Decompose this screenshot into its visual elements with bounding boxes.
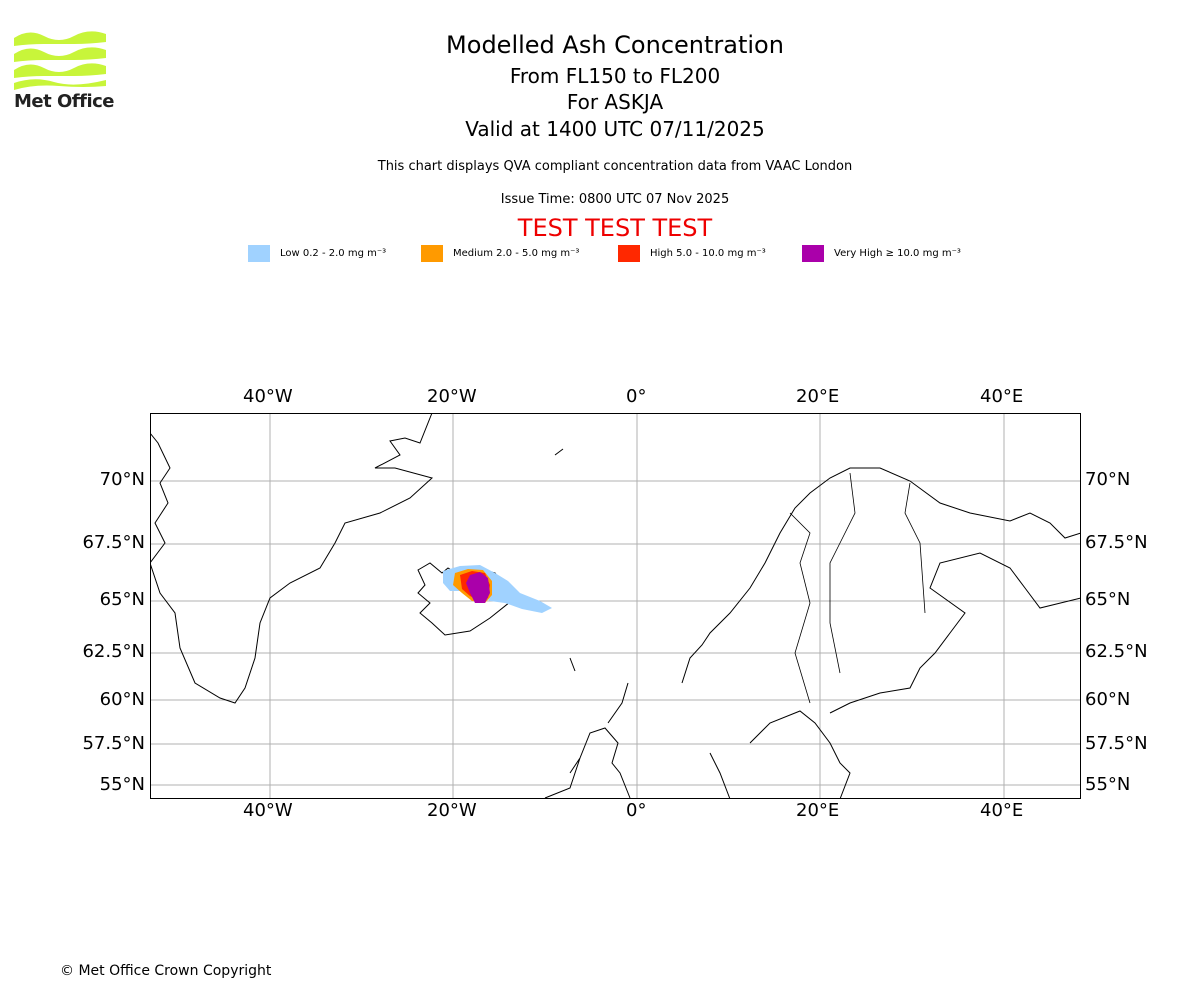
lat-tick-left: 55°N xyxy=(99,774,145,795)
lon-tick-top: 0° xyxy=(626,386,647,407)
lon-tick-bottom: 20°E xyxy=(796,800,840,821)
lat-tick-right: 55°N xyxy=(1085,774,1131,795)
lat-tick-right: 65°N xyxy=(1085,589,1131,610)
lat-tick-left: 62.5°N xyxy=(82,641,145,662)
lat-tick-left: 60°N xyxy=(99,689,145,710)
subtitle: This chart displays QVA compliant concen… xyxy=(377,159,853,174)
greenland-coast xyxy=(150,413,434,704)
lon-tick-top: 20°E xyxy=(796,386,840,407)
map-frame xyxy=(150,413,1081,799)
legend-swatch xyxy=(618,245,640,262)
valid-time: Valid at 1400 UTC 07/11/2025 xyxy=(465,117,765,141)
chart-title: Modelled Ash Concentration xyxy=(446,31,784,59)
lat-tick-right: 70°N xyxy=(1085,469,1131,490)
uk-coast xyxy=(544,682,631,799)
norway-sweden-coast xyxy=(681,467,1081,799)
legend-label: Low 0.2 - 2.0 mg m⁻³ xyxy=(280,248,387,259)
issue-time: Issue Time: 0800 UTC 07 Nov 2025 xyxy=(500,192,730,207)
legend-label: Medium 2.0 - 5.0 mg m⁻³ xyxy=(453,248,580,259)
lat-tick-left: 67.5°N xyxy=(82,532,145,553)
volcano-name: For ASKJA xyxy=(566,90,664,114)
lat-tick-right: 57.5°N xyxy=(1085,733,1148,754)
met-office-logo-waves xyxy=(14,31,106,90)
legend-item-very-high: Very High ≥ 10.0 mg m⁻³ xyxy=(802,245,961,262)
legend-swatch xyxy=(802,245,824,262)
legend-item-high: High 5.0 - 10.0 mg m⁻³ xyxy=(618,245,766,262)
lon-tick-top: 40°E xyxy=(980,386,1024,407)
lon-tick-bottom: 40°E xyxy=(980,800,1024,821)
lon-tick-bottom: 0° xyxy=(626,800,647,821)
finland-russia-coast xyxy=(829,552,1081,714)
legend-swatch xyxy=(248,245,270,262)
coastlines xyxy=(150,413,1081,799)
ash-very-high xyxy=(466,572,490,603)
ash-plume xyxy=(443,565,552,613)
flight-levels: From FL150 to FL200 xyxy=(509,64,721,88)
lon-tick-top: 40°W xyxy=(243,386,293,407)
copyright: © Met Office Crown Copyright xyxy=(60,963,272,979)
lat-tick-left: 70°N xyxy=(99,469,145,490)
lat-tick-right: 60°N xyxy=(1085,689,1131,710)
lon-tick-bottom: 20°W xyxy=(427,800,477,821)
iceland-coast xyxy=(417,562,516,636)
met-office-logo-text: Met Office xyxy=(14,91,115,112)
lon-tick-top: 20°W xyxy=(427,386,477,407)
borders xyxy=(789,472,926,704)
legend-swatch xyxy=(421,245,443,262)
legend-item-medium: Medium 2.0 - 5.0 mg m⁻³ xyxy=(421,245,579,262)
map xyxy=(150,413,1081,799)
graticule xyxy=(150,413,1081,799)
test-banner: TEST TEST TEST xyxy=(517,214,713,242)
lat-tick-right: 67.5°N xyxy=(1085,532,1148,553)
lat-tick-left: 57.5°N xyxy=(82,733,145,754)
lat-tick-right: 62.5°N xyxy=(1085,641,1148,662)
legend-item-low: Low 0.2 - 2.0 mg m⁻³ xyxy=(248,245,386,262)
lat-tick-left: 65°N xyxy=(99,589,145,610)
jan-mayen xyxy=(554,448,564,456)
legend-label: High 5.0 - 10.0 mg m⁻³ xyxy=(650,248,766,259)
faroe xyxy=(569,657,576,672)
lon-tick-bottom: 40°W xyxy=(243,800,293,821)
legend-label: Very High ≥ 10.0 mg m⁻³ xyxy=(834,248,961,259)
